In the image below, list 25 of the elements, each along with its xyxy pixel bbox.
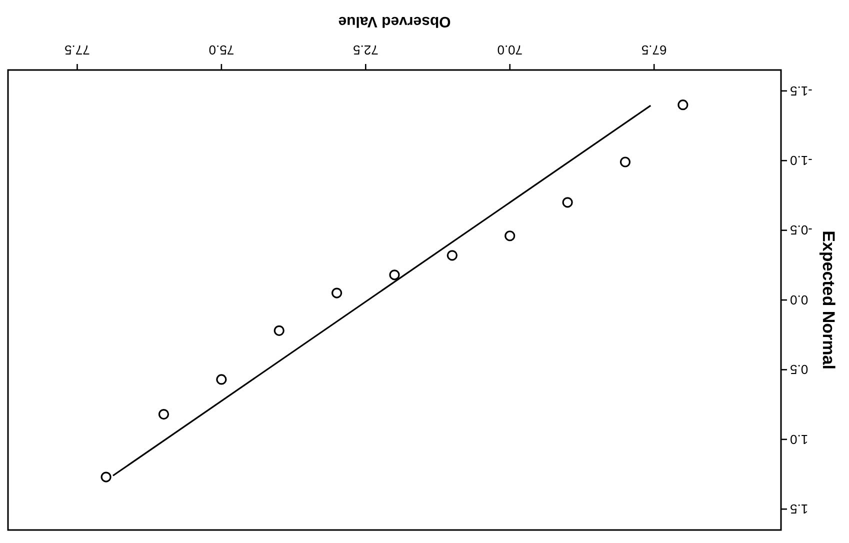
y-tick-label: -1.5 (790, 83, 812, 98)
point (274, 325, 284, 336)
x-tick-label: 77.5 (64, 42, 90, 58)
point (504, 230, 516, 242)
x-tick-label: 67.5 (641, 42, 667, 58)
point (158, 409, 170, 420)
point (332, 288, 342, 298)
y-axis-title: Expected Normal (819, 230, 838, 370)
y-tick-label: 1.0 (790, 432, 808, 447)
y-tick-label: -1.0 (790, 153, 812, 168)
x-tick-label: 72.5 (353, 42, 378, 58)
x-axis-title: Observed Value (338, 12, 451, 30)
point (678, 100, 688, 110)
y-tick-label: 0.5 (790, 362, 808, 378)
x-tick-label: 70.0 (497, 42, 523, 58)
point (389, 270, 400, 280)
point (216, 374, 227, 385)
y-tick-label: -0.5 (790, 222, 812, 238)
point (562, 197, 573, 208)
x-tick-label: 75.0 (208, 42, 234, 58)
point (446, 250, 458, 261)
y-tick-label: 0.0 (790, 292, 808, 308)
point (620, 156, 631, 168)
y-tick-label: 1.5 (790, 502, 808, 517)
point (100, 472, 112, 482)
